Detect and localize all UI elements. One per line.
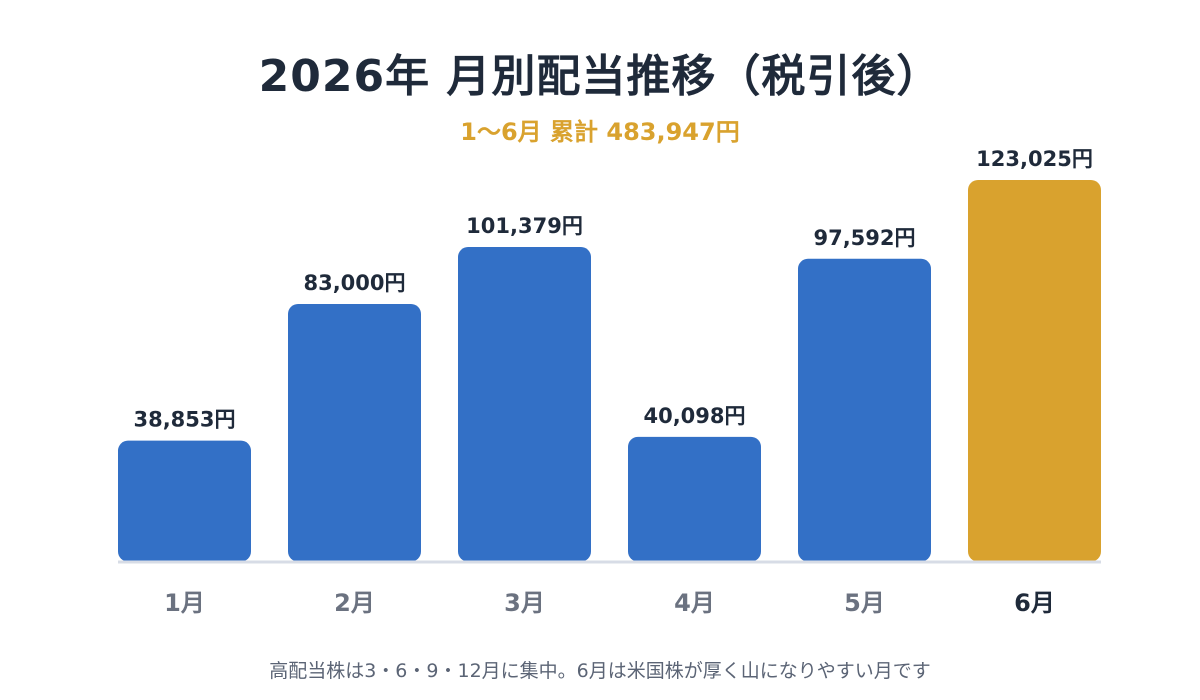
bar-6月 <box>968 180 1101 562</box>
bar-4月 <box>628 436 761 562</box>
bar-3月 <box>458 247 591 562</box>
category-label: 6月 <box>1014 589 1055 617</box>
bar-2月 <box>288 303 421 562</box>
category-label: 1月 <box>164 589 205 617</box>
chart-subtitle: 1〜6月 累計 483,947円 <box>460 118 740 146</box>
bar-value-label: 40,098円 <box>643 404 745 428</box>
chart-footnote: 高配当株は3・6・9・12月に集中。6月は米国株が厚く山になりやすい月です <box>269 660 931 682</box>
bar-value-label: 101,379円 <box>466 214 583 238</box>
bar-5月 <box>798 258 931 562</box>
chart-title: 2026年 月別配当推移（税引後） <box>258 51 942 102</box>
category-label: 4月 <box>674 589 715 617</box>
category-label: 5月 <box>844 589 885 617</box>
category-label: 2月 <box>334 589 375 617</box>
bar-value-label: 97,592円 <box>813 226 915 250</box>
bar-1月 <box>118 440 251 562</box>
bar-value-label: 38,853円 <box>133 408 235 432</box>
category-label: 3月 <box>504 589 545 617</box>
bar-value-label: 83,000円 <box>303 271 405 295</box>
bar-value-label: 123,025円 <box>976 147 1093 171</box>
